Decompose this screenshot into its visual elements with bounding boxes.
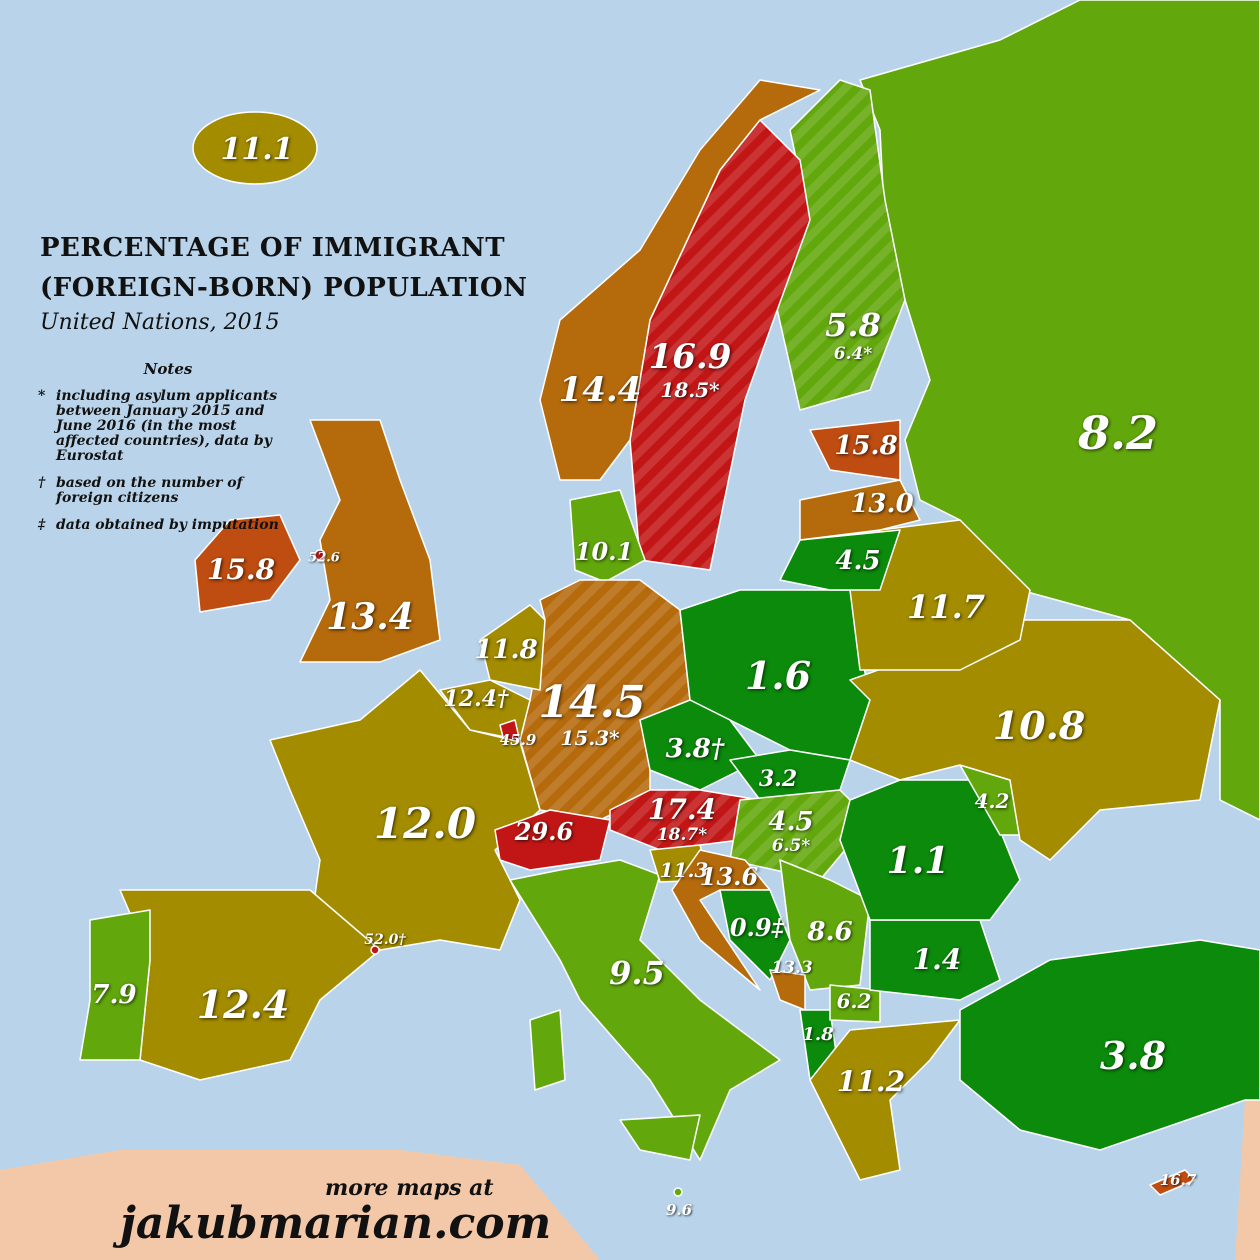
label-sweden-asylum: 18.5*	[660, 378, 720, 402]
credit-line-1: more maps at	[325, 1175, 494, 1201]
note-mark: ‡	[38, 517, 46, 533]
country-croatia	[671, 849, 771, 991]
label-denmark: 10.1	[574, 537, 634, 566]
note-citizens: † based on the number of foreign citizens	[38, 476, 298, 506]
label-uk: 13.4	[326, 596, 414, 638]
label-bosnia: 0.9‡	[729, 913, 785, 942]
label-estonia: 15.8	[834, 431, 898, 461]
label-italy: 9.5	[609, 954, 665, 992]
label-montenegro: 13.3	[771, 958, 813, 978]
country-latvia	[799, 479, 921, 541]
country-ukraine	[849, 619, 1221, 861]
note-mark: †	[38, 475, 46, 491]
label-iceland: 11.1	[220, 132, 294, 167]
label-sweden: 16.9	[648, 337, 732, 377]
country-netherlands	[479, 604, 546, 691]
title-line-2: (FOREIGN-BORN) POPULATION	[40, 273, 528, 303]
label-belarus: 11.7	[907, 588, 985, 626]
label-czechia: 3.8†	[665, 734, 725, 764]
country-turkey	[959, 939, 1260, 1151]
island-sardinia	[529, 1009, 566, 1091]
label-isle-of-man: 52.6	[308, 550, 340, 566]
country-uk	[299, 419, 441, 663]
note-text: data obtained by imputation	[56, 517, 279, 533]
label-romania: 1.1	[886, 840, 950, 882]
label-luxembourg: 45.9	[499, 731, 537, 749]
label-russia: 8.2	[1077, 406, 1159, 460]
country-norway	[539, 79, 821, 481]
country-estonia	[809, 419, 901, 481]
label-austria-asylum: 18.7*	[656, 825, 708, 845]
island-isle-of-man	[314, 549, 326, 561]
country-denmark	[569, 489, 646, 583]
label-andorra: 52.0†	[364, 932, 406, 948]
label-finland-asylum: 6.4*	[833, 344, 873, 364]
label-malta: 9.6	[665, 1201, 693, 1219]
notes-legend: Notes * including asylum applicants betwe…	[38, 362, 298, 545]
country-france	[269, 669, 541, 951]
label-portugal: 7.9	[91, 980, 137, 1010]
non-europe-east	[1235, 1090, 1260, 1260]
label-latvia: 13.0	[850, 489, 914, 519]
country-lithuania	[779, 529, 901, 591]
label-hungary: 4.5	[768, 807, 814, 837]
label-spain: 12.4	[196, 982, 290, 1027]
label-greece: 11.2	[836, 1065, 906, 1098]
title-line-1: PERCENTAGE OF IMMIGRANT	[40, 233, 506, 263]
label-finland: 5.8	[825, 306, 881, 344]
label-hungary-asylum: 6.5*	[771, 836, 811, 856]
island-sicily	[619, 1114, 701, 1161]
country-italy	[509, 859, 781, 1161]
credit-website[interactable]: jakubmarian.com	[120, 1198, 552, 1249]
note-asylum: * including asylum applicants between Jan…	[38, 389, 298, 464]
note-mark: *	[38, 388, 46, 404]
label-norway: 14.4	[558, 370, 642, 410]
map-title: PERCENTAGE OF IMMIGRANT (FOREIGN-BORN) P…	[40, 228, 527, 308]
country-romania	[839, 779, 1021, 921]
country-cyprus	[1149, 1169, 1196, 1196]
label-france: 12.0	[373, 799, 477, 848]
label-bulgaria: 1.4	[912, 943, 962, 976]
label-germany: 14.5	[538, 677, 646, 728]
label-lithuania: 4.5	[835, 546, 881, 576]
label-serbia: 8.6	[807, 917, 853, 947]
country-ireland	[194, 514, 301, 613]
label-moldova: 4.2	[974, 789, 1010, 813]
country-north-macedonia	[829, 984, 881, 1023]
note-imputation: ‡ data obtained by imputation	[38, 518, 298, 533]
label-ireland: 15.8	[206, 553, 276, 586]
label-albania: 1.8	[802, 1024, 834, 1045]
note-text: including asylum applicants between Janu…	[56, 388, 278, 464]
label-croatia: 13.6	[699, 862, 759, 891]
label-poland: 1.6	[744, 653, 812, 698]
country-bosnia	[719, 889, 791, 981]
notes-heading: Notes	[143, 360, 193, 378]
country-greece	[809, 1019, 961, 1181]
label-austria: 17.4	[647, 793, 717, 826]
island-malta	[673, 1187, 683, 1197]
country-belarus	[849, 519, 1031, 671]
country-andorra	[370, 945, 380, 955]
label-slovenia: 11.3	[659, 858, 709, 882]
country-serbia	[779, 859, 871, 991]
label-turkey: 3.8	[1099, 1033, 1167, 1078]
label-germany-asylum: 15.3*	[560, 726, 620, 750]
country-portugal	[79, 909, 151, 1061]
country-slovakia	[729, 749, 851, 801]
label-north-macedonia: 6.2	[836, 989, 872, 1013]
map-subtitle: United Nations, 2015	[40, 310, 280, 335]
country-switzerland	[494, 809, 611, 871]
label-slovakia: 3.2	[758, 766, 798, 792]
label-cyprus: 16.7	[1159, 1171, 1197, 1189]
country-iceland	[192, 111, 318, 185]
label-ukraine: 10.8	[992, 703, 1086, 748]
label-switzerland: 29.6	[514, 817, 574, 846]
label-belgium: 12.4†	[443, 686, 509, 712]
non-europe-land	[0, 1150, 600, 1260]
note-text: based on the number of foreign citizens	[56, 475, 243, 506]
label-netherlands: 11.8	[474, 635, 538, 665]
